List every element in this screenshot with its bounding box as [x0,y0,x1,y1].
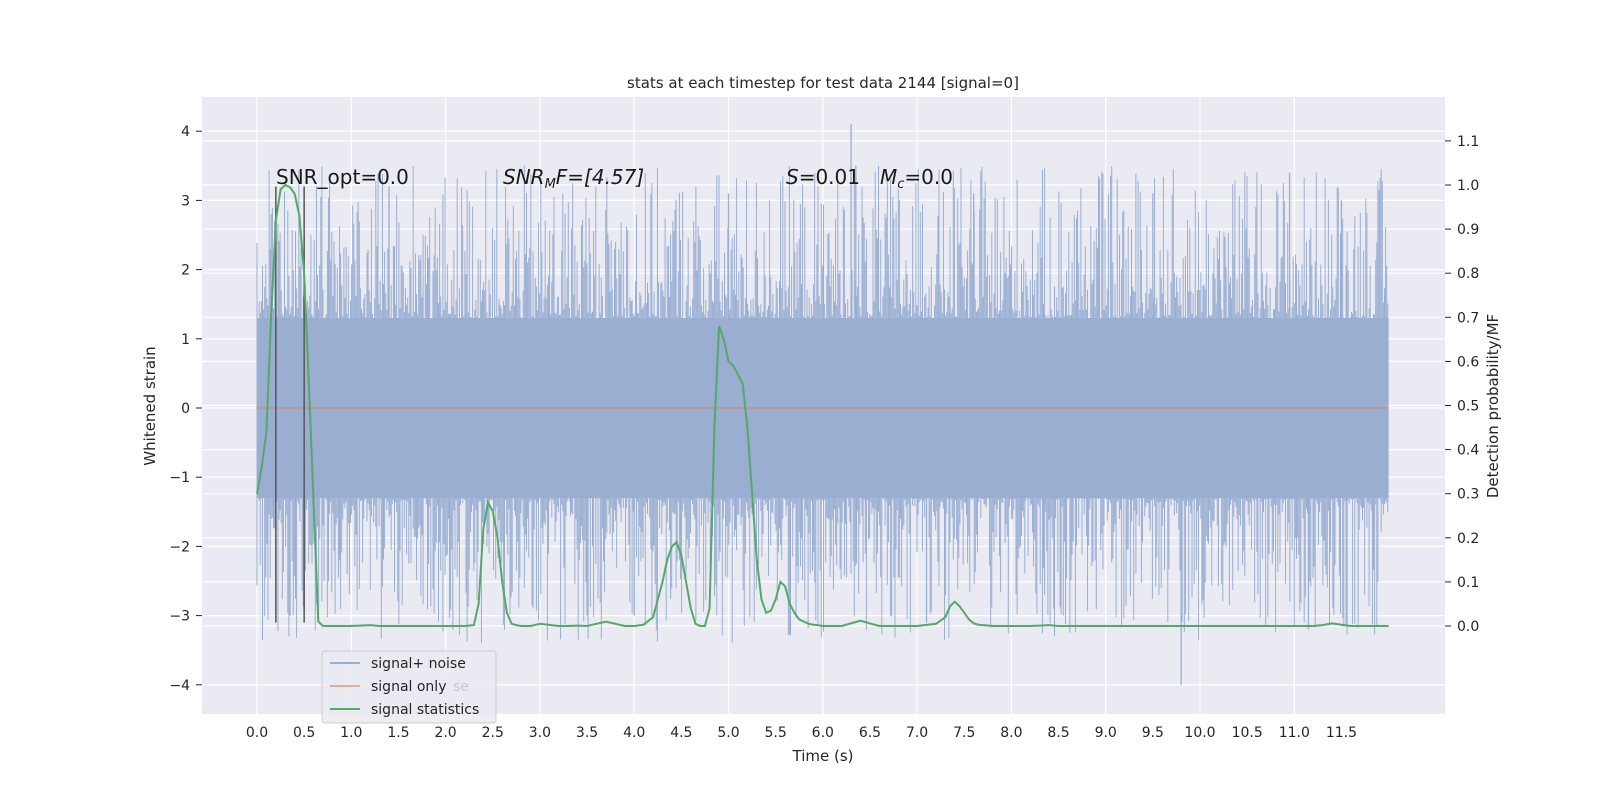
x-tick-label: 10.5 [1232,725,1263,741]
x-tick-label: 4.0 [623,725,645,741]
annotation-snr-opt: SNR_opt=0.0 [276,165,409,189]
y-right-tick-label: 0.2 [1457,531,1479,547]
annotation-mc-sub: c [897,177,904,192]
y-right-tick-label: 0.8 [1457,266,1479,282]
x-tick-label: 2.5 [482,725,504,741]
x-tick-label: 8.0 [1000,725,1022,741]
x-tick-label: 2.0 [434,725,456,741]
annotation-snr-mf-sub: M [545,177,556,192]
y-right-tick-label: 1.0 [1457,178,1479,194]
x-tick-label: 5.0 [717,725,739,741]
annotation-s-base: S [786,165,799,189]
vertical-markers [275,186,305,623]
x-tick-label: 11.5 [1326,725,1357,741]
x-tick-label: 3.0 [529,725,551,741]
x-tick-label: 1.0 [340,725,362,741]
x-axis-title: Time (s) [792,747,854,765]
x-tick-label: 5.5 [765,725,787,741]
legend: se signal+ noise signal only signal stat… [321,650,497,724]
y-tick-label: 3 [181,193,190,209]
y-axis-ticks: 4 3 2 1 0 −1 −2 −3 −4 [169,124,202,694]
y-tick-label: 1 [181,332,190,348]
y-right-tick-label: 0.4 [1457,443,1479,459]
annotation-snr-mf-rest: F=[4.57] [556,165,644,189]
y-right-tick-label: 0.5 [1457,399,1479,415]
y-right-tick-label: 0.7 [1457,310,1479,326]
x-tick-label: 0.0 [246,725,268,741]
annotation-snr-mf: SNRMF=[4.57] [503,165,644,192]
y-tick-label: 0 [181,401,190,417]
y-tick-label: −2 [169,539,190,555]
y-right-tick-label: 0.0 [1457,619,1479,635]
x-tick-label: 6.5 [859,725,881,741]
x-tick-label: 7.0 [906,725,928,741]
legend-label-statistics: signal statistics [371,702,479,718]
y-right-tick-label: 0.1 [1457,575,1479,591]
y-right-tick-label: 0.9 [1457,222,1479,238]
x-tick-label: 11.0 [1279,725,1310,741]
legend-label-noise: signal+ noise [371,656,466,672]
legend-box [321,650,497,724]
signal-statistics-line [256,183,1389,628]
y-right-axis-title: Detection probability/MF [1484,314,1502,498]
y-tick-label: 2 [181,263,190,279]
x-tick-label: 0.5 [293,725,315,741]
y-axis-title: Whitened strain [141,346,159,465]
x-tick-label: 4.5 [670,725,692,741]
annotation-s-rest: =0.01 [799,165,860,189]
x-tick-label: 9.0 [1095,725,1117,741]
annotation-mc: Mc=0.0 [880,165,953,192]
legend-label-signal-only: signal only [371,679,446,695]
y-tick-label: −1 [169,470,190,486]
y-right-tick-label: 1.1 [1457,134,1479,150]
y-right-axis-ticks: 1.1 1.0 0.9 0.8 0.7 0.6 0.5 0.4 0.3 0.2 0.1 0.0 [1445,134,1479,635]
x-axis-ticks: 0.0 0.5 1.0 1.5 2.0 2.5 3.0 3.5 4.0 4.5 5.0 5.5 6.0 6… [246,725,1357,741]
y-tick-label: −3 [169,609,190,625]
x-tick-label: 8.5 [1047,725,1069,741]
x-tick-label: 9.5 [1142,725,1164,741]
x-tick-label: 10.0 [1184,725,1215,741]
annotation-s: S=0.01 [786,165,860,189]
annotation-snr-mf-base: SNR [503,165,545,189]
legend-ghost-text: se [453,679,469,695]
x-tick-label: 3.5 [576,725,598,741]
y-right-tick-label: 0.3 [1457,487,1479,503]
annotation-mc-rest: =0.0 [904,165,953,189]
chart-title: stats at each timestep for test data 214… [627,74,1019,92]
x-tick-label: 6.0 [812,725,834,741]
signal-statistics-series [256,183,1389,628]
annotation-mc-base: M [880,165,897,189]
x-tick-label: 1.5 [387,725,409,741]
x-tick-label: 7.5 [953,725,975,741]
y-tick-label: 4 [181,124,190,140]
y-tick-label: −4 [169,678,190,694]
y-right-tick-label: 0.6 [1457,354,1479,370]
